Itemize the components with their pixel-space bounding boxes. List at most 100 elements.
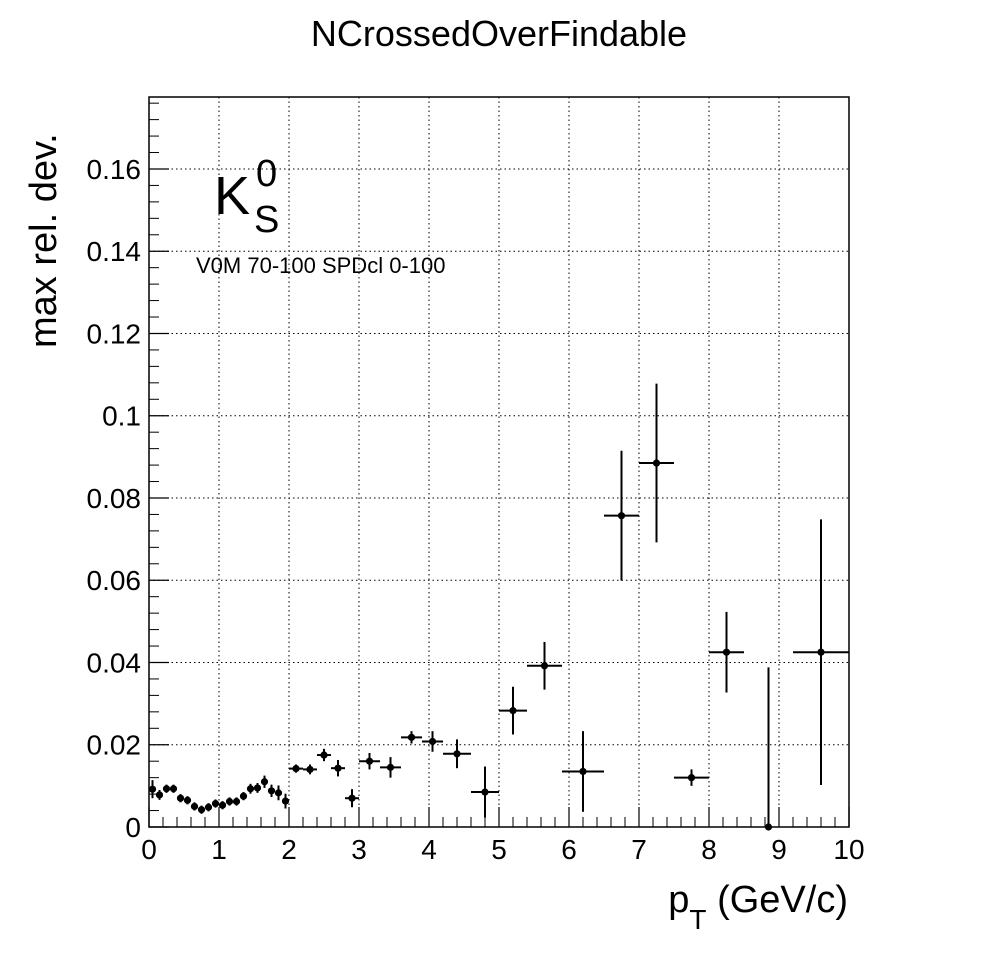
- point-marker: [169, 785, 178, 793]
- x-tick-label: 5: [491, 834, 507, 865]
- y-tick-label: 0.16: [87, 154, 142, 185]
- point-marker: [481, 788, 489, 796]
- point-marker: [253, 784, 262, 792]
- x-axis-label: pT (GeV/c): [668, 879, 848, 935]
- data-point: [267, 784, 276, 797]
- point-marker: [407, 733, 416, 741]
- data-point: [169, 784, 178, 793]
- point-marker: [579, 767, 587, 776]
- data-point: [148, 780, 157, 799]
- point-marker: [190, 802, 199, 811]
- point-marker: [232, 797, 241, 806]
- data-point: [211, 799, 220, 808]
- data-point: [176, 794, 185, 803]
- point-marker: [148, 785, 157, 793]
- x-tick-label: 7: [631, 834, 647, 865]
- data-point: [183, 796, 192, 805]
- y-tick-label: 0.14: [87, 236, 142, 267]
- point-marker: [722, 648, 731, 656]
- data-point: [764, 667, 773, 831]
- point-marker: [652, 459, 661, 467]
- point-marker: [764, 823, 773, 831]
- data-point: [260, 775, 269, 788]
- data-point: [380, 757, 401, 778]
- particle-superscript: 0: [256, 153, 277, 195]
- point-marker: [218, 801, 227, 809]
- data-point: [239, 792, 248, 801]
- data-point: [674, 769, 709, 786]
- y-tick-label: 0.12: [87, 318, 142, 349]
- data-point: [274, 785, 283, 801]
- data-point: [422, 731, 443, 752]
- x-tick-label: 3: [351, 834, 367, 865]
- data-point: [331, 759, 345, 777]
- data-point: [190, 802, 199, 811]
- data-point: [793, 519, 849, 786]
- data-point: [253, 782, 262, 793]
- x-tick-label: 10: [833, 834, 864, 865]
- point-marker: [509, 707, 517, 715]
- point-marker: [348, 794, 356, 802]
- data-point: [225, 797, 234, 806]
- plot-frame: [148, 96, 850, 828]
- data-point: [345, 789, 359, 808]
- y-axis-label: max rel. dev.: [23, 133, 65, 348]
- data-point: [218, 801, 227, 810]
- data-point: [639, 383, 674, 543]
- data-point: [562, 731, 604, 812]
- data-point: [401, 731, 422, 744]
- point-marker: [453, 750, 461, 758]
- point-marker: [687, 774, 696, 782]
- data-point: [155, 789, 164, 800]
- point-marker: [225, 797, 234, 806]
- data-point: [527, 641, 562, 690]
- data-point: [359, 752, 380, 770]
- point-marker: [197, 806, 206, 814]
- x-tick-label: 4: [421, 834, 437, 865]
- point-marker: [274, 789, 283, 797]
- x-tick-label: 6: [561, 834, 577, 865]
- point-marker: [306, 765, 314, 774]
- selection-label: V0M 70-100 SPDcl 0-100: [196, 253, 445, 278]
- x-tick-label: 2: [281, 834, 297, 865]
- y-tick-label: 0.08: [87, 483, 142, 514]
- data-point: [281, 793, 290, 809]
- y-tick-label: 0.02: [87, 730, 142, 761]
- y-tick-label: 0.06: [87, 565, 142, 596]
- point-marker: [386, 763, 395, 771]
- point-marker: [211, 799, 220, 808]
- tick-labels: 0 1 2 3 4 5 6 7 8 9 10 0 0.02 0.04 0.06 0.08 0.1 0.12 0.14…: [87, 154, 865, 865]
- chart-title: NCrossedOverFindable: [311, 13, 687, 54]
- data-point: [443, 739, 471, 769]
- point-marker: [239, 792, 248, 800]
- data-point: [246, 783, 255, 794]
- point-marker: [267, 787, 276, 795]
- x-tick-label: 8: [701, 834, 717, 865]
- x-tick-label: 1: [211, 834, 227, 865]
- data-point: [471, 766, 499, 818]
- point-marker: [246, 785, 255, 793]
- y-tick-label: 0.1: [102, 401, 141, 432]
- point-marker: [183, 796, 192, 804]
- data-point: [499, 686, 527, 735]
- data-point: [204, 803, 213, 812]
- point-marker: [365, 757, 374, 765]
- data-point: [317, 748, 331, 762]
- data-point: [604, 450, 639, 581]
- data-points: [148, 383, 849, 831]
- x-tick-label: 9: [771, 834, 787, 865]
- x-tick-label: 0: [141, 834, 157, 865]
- grid: [149, 97, 849, 827]
- point-marker: [540, 662, 549, 670]
- particle-subscript: S: [254, 199, 279, 241]
- data-point: [289, 764, 303, 773]
- point-marker: [817, 648, 825, 656]
- point-marker: [155, 791, 164, 799]
- point-marker: [617, 512, 626, 520]
- point-marker: [281, 797, 290, 805]
- data-point: [709, 611, 744, 693]
- point-marker: [162, 785, 171, 793]
- point-marker: [204, 803, 213, 811]
- data-point: [197, 805, 206, 814]
